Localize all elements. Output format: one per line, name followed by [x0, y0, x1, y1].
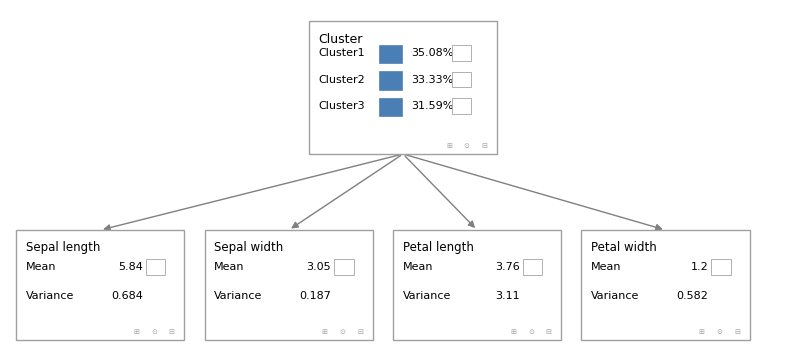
Text: 5.84: 5.84: [118, 262, 143, 272]
Text: Variance: Variance: [26, 291, 74, 301]
Text: Variance: Variance: [214, 291, 262, 301]
FancyBboxPatch shape: [379, 45, 402, 63]
Text: ⊞: ⊞: [322, 329, 328, 335]
FancyBboxPatch shape: [452, 45, 471, 61]
Text: ⊞: ⊞: [446, 143, 452, 149]
FancyBboxPatch shape: [146, 259, 165, 275]
Text: Sepal length: Sepal length: [26, 241, 100, 254]
Text: 1.2: 1.2: [691, 262, 708, 272]
Text: 3.05: 3.05: [306, 262, 331, 272]
Text: Cluster3: Cluster3: [318, 101, 365, 111]
Text: Petal length: Petal length: [403, 241, 473, 254]
Text: ⊟: ⊟: [481, 143, 488, 149]
Text: ⊟: ⊟: [168, 329, 175, 335]
FancyBboxPatch shape: [523, 259, 542, 275]
FancyBboxPatch shape: [581, 230, 750, 340]
FancyBboxPatch shape: [379, 98, 402, 116]
Text: 31.59%: 31.59%: [411, 101, 454, 111]
Text: ⊙: ⊙: [716, 329, 723, 335]
FancyBboxPatch shape: [334, 259, 354, 275]
FancyBboxPatch shape: [393, 230, 561, 340]
Text: 3.11: 3.11: [495, 291, 520, 301]
Text: Cluster2: Cluster2: [318, 75, 365, 85]
Text: 35.08%: 35.08%: [411, 48, 454, 58]
Text: 0.187: 0.187: [299, 291, 331, 301]
Text: 0.684: 0.684: [111, 291, 143, 301]
FancyBboxPatch shape: [452, 72, 471, 87]
FancyBboxPatch shape: [309, 21, 497, 154]
FancyBboxPatch shape: [205, 230, 373, 340]
Text: ⊟: ⊟: [734, 329, 740, 335]
Text: ⊟: ⊟: [545, 329, 552, 335]
Text: ⊙: ⊙: [339, 329, 346, 335]
Text: ⊙: ⊙: [464, 143, 470, 149]
FancyBboxPatch shape: [16, 230, 184, 340]
Text: 3.76: 3.76: [495, 262, 520, 272]
Text: 33.33%: 33.33%: [411, 75, 454, 85]
Text: Sepal width: Sepal width: [214, 241, 283, 254]
Text: Cluster1: Cluster1: [318, 48, 365, 58]
Text: 0.582: 0.582: [676, 291, 708, 301]
FancyBboxPatch shape: [379, 71, 402, 90]
Text: Mean: Mean: [26, 262, 56, 272]
Text: Mean: Mean: [403, 262, 433, 272]
Text: ⊞: ⊞: [133, 329, 140, 335]
Text: ⊙: ⊙: [528, 329, 534, 335]
FancyBboxPatch shape: [711, 259, 731, 275]
Text: Variance: Variance: [403, 291, 451, 301]
Text: ⊞: ⊞: [699, 329, 705, 335]
Text: ⊙: ⊙: [151, 329, 157, 335]
Text: Variance: Variance: [591, 291, 639, 301]
Text: Mean: Mean: [214, 262, 245, 272]
Text: Cluster: Cluster: [318, 33, 363, 46]
Text: Petal width: Petal width: [591, 241, 657, 254]
Text: ⊟: ⊟: [357, 329, 363, 335]
Text: ⊞: ⊞: [510, 329, 516, 335]
FancyBboxPatch shape: [452, 98, 471, 114]
Text: Mean: Mean: [591, 262, 622, 272]
